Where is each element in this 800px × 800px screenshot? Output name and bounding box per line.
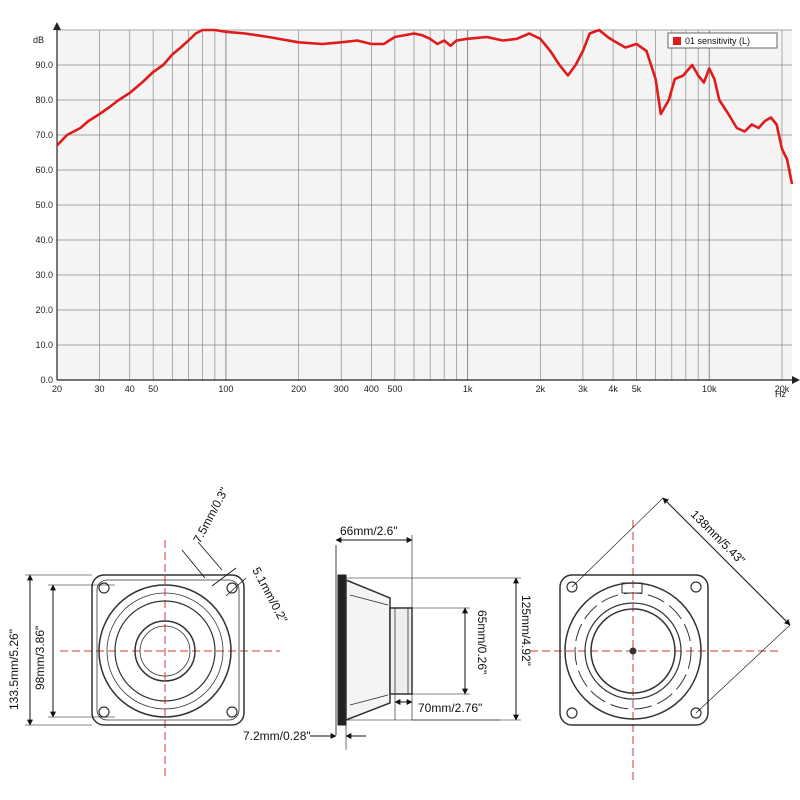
x-tick-label: 200 [291,384,306,394]
front-frame-inner [96,579,240,721]
dim-diagonal [662,497,791,626]
x-tick-label: 5k [632,384,642,394]
x-tick-label: 400 [364,384,379,394]
tick-labels: 0.0 10.0 20.0 30.0 40.0 50.0 60.0 70.0 80.0 90.0 2… [35,60,789,394]
label-basket-height: 125mm/4.92" [519,595,533,666]
x-tick-label: 500 [387,384,402,394]
front-cone [114,600,216,702]
series-line-sensitivity [56,28,794,185]
speaker-dimension-drawing: 133.5mm/5.26" 98mm/3.86" 7.5mm/0.3" 5.1m… [7,485,791,780]
x-axis-unit: Hz [775,389,786,399]
front-mount-hole-bl [98,706,110,718]
y-tick-label: 50.0 [35,200,53,210]
grid [53,22,800,384]
back-magnet [590,608,676,694]
side-flange [337,574,347,726]
x-tick-label: 300 [334,384,349,394]
legend-swatch [673,37,681,45]
y-tick-label: 80.0 [35,95,53,105]
front-mount-hole-tr [226,582,238,594]
back-frame [559,574,709,726]
x-tick-label: 20 [52,384,62,394]
x-tick-label: 100 [218,384,233,394]
front-frame [91,574,245,726]
x-tick-label: 3k [578,384,588,394]
y-tick-label: 0.0 [40,375,53,385]
label-overall-height: 133.5mm/5.26" [7,629,21,710]
legend-box [667,32,778,49]
x-tick-label: 30 [95,384,105,394]
front-mount-hole-br [226,706,238,718]
back-terminals [621,582,643,594]
side-view [310,535,521,750]
series-layer [56,28,794,185]
label-diagonal: 138mm/5.43" [688,507,748,567]
front-dust-cap [139,625,191,677]
front-dust-cap-ring [134,620,196,682]
x-tick-label: 4k [608,384,618,394]
y-tick-label: 70.0 [35,130,53,140]
x-tick-label: 1k [463,384,473,394]
front-surround [106,592,224,710]
front-view [25,540,280,780]
legend: 01 sensitivity (L) [667,32,778,49]
frequency-response-chart: 0.0 10.0 20.0 30.0 40.0 50.0 60.0 70.0 80.0 90.0 2… [33,22,800,399]
y-tick-label: 20.0 [35,305,53,315]
back-magnet-outer [584,602,682,700]
label-magnet-height: 65mm/0.26" [475,610,489,674]
x-tick-label: 50 [148,384,158,394]
label-magnet-width: 70mm/2.76" [418,701,482,715]
x-tick-label: 10k [702,384,717,394]
y-tick-label: 40.0 [35,235,53,245]
y-tick-label: 60.0 [35,165,53,175]
label-hole-diameter: 5.1mm/0.2" [249,565,290,625]
label-flange-thickness: 7.2mm/0.28" [243,729,311,743]
y-tick-label: 10.0 [35,340,53,350]
y-tick-label: 30.0 [35,270,53,280]
back-vent [629,647,637,655]
x-tick-label: 20k [775,384,790,394]
back-view [530,497,791,780]
x-tick-label: 40 [125,384,135,394]
y-tick-label: 90.0 [35,60,53,70]
front-cone-outer [98,584,232,718]
y-axis-unit: dB [33,35,44,45]
front-mount-hole-tl [98,582,110,594]
y-axis-arrow [53,22,61,30]
side-basket [345,578,391,722]
x-axis-arrow [792,376,800,384]
label-depth: 66mm/2.6" [340,524,398,538]
legend-label: 01 sensitivity (L) [685,36,750,46]
label-slot-width: 7.5mm/0.3" [190,485,231,545]
x-tick-label: 2k [536,384,546,394]
side-magnet [389,607,413,695]
label-frame-diameter: 98mm/3.86" [33,626,47,690]
